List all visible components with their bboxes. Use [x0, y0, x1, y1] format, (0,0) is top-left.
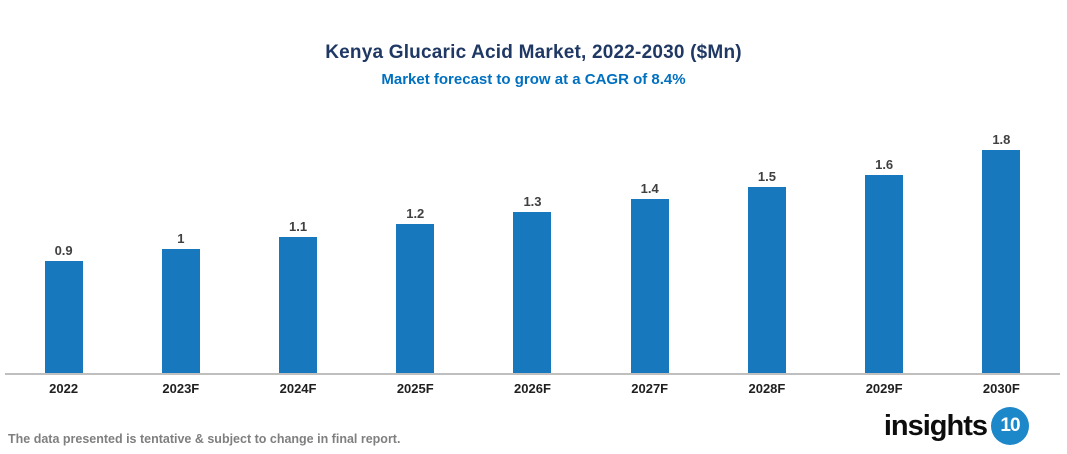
x-tick-label: 2028F [748, 381, 786, 396]
bar-column: 1.3 [474, 125, 591, 373]
insights10-logo: insights 10 [884, 407, 1029, 445]
disclaimer-text: The data presented is tentative & subjec… [8, 432, 401, 446]
bar-value-label: 1.6 [875, 156, 894, 172]
x-tick-label: 2029F [865, 381, 903, 396]
bar [982, 149, 1021, 373]
plot-area: 0.9 1 1.1 1.2 1.3 1.4 1.5 1.6 1.8 [5, 125, 1060, 375]
bar-value-label: 1.5 [757, 169, 776, 184]
bar-column: 1.4 [591, 125, 708, 373]
x-tick-label: 2030F [982, 381, 1020, 396]
bar-column: 0.9 [5, 125, 122, 373]
bar-value-label: 1.4 [640, 181, 659, 197]
bar-value-label: 1 [177, 231, 185, 246]
bar [865, 174, 904, 373]
logo-badge-icon: 10 [991, 407, 1029, 445]
bar-column: 1.6 [826, 125, 943, 373]
chart-header: Kenya Glucaric Acid Market, 2022-2030 ($… [0, 0, 1067, 88]
x-tick-label: 2024F [279, 381, 317, 396]
bar [513, 211, 552, 373]
x-tick-label: 2027F [631, 381, 669, 396]
x-tick-label: 2023F [162, 381, 200, 396]
axis-labels: 2022 2023F 2024F 2025F 2026F 2027F 2028F 2029F 2… [5, 381, 1060, 396]
bar [396, 224, 435, 373]
bar-column: 1.5 [708, 125, 825, 373]
bar-value-label: 1.3 [523, 193, 542, 209]
bar [279, 236, 318, 373]
bar [44, 261, 83, 373]
x-tick-label: 2022 [49, 381, 79, 396]
bar-column: 1.8 [943, 125, 1060, 373]
logo-text: insights [883, 409, 988, 442]
chart-title: Kenya Glucaric Acid Market, 2022-2030 ($… [325, 42, 742, 63]
x-tick-label: 2026F [514, 381, 551, 396]
chart-subtitle: Market forecast to grow at a CAGR of 8.4… [381, 71, 686, 88]
bar-value-label: 1.1 [289, 218, 308, 234]
bar [630, 199, 669, 373]
bar-column: 1 [122, 125, 239, 373]
bar-value-label: 1.2 [406, 206, 425, 222]
x-tick-label: 2025F [396, 381, 434, 396]
bar-value-label: 0.9 [54, 243, 73, 259]
bar-value-label: 1.8 [992, 131, 1011, 147]
bar [161, 249, 200, 373]
bar-column: 1.2 [357, 125, 474, 373]
bar-column: 1.1 [239, 125, 356, 373]
bar [747, 187, 786, 373]
